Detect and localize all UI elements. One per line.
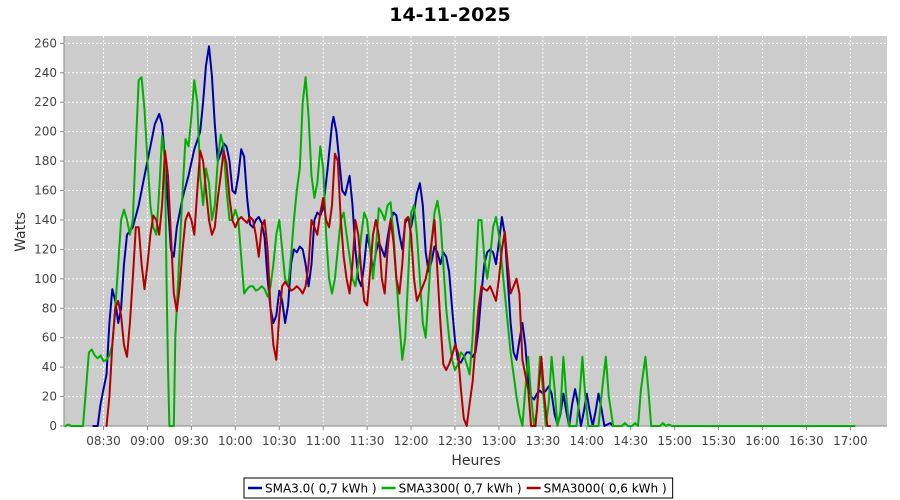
y-tick-label: 180 xyxy=(34,154,57,168)
x-tick-label: 11:30 xyxy=(350,434,385,448)
y-tick-label: 20 xyxy=(42,390,57,404)
legend-entry: SMA3.0( 0,7 kWh ) xyxy=(265,482,377,496)
x-tick-label: 14:00 xyxy=(569,434,604,448)
y-tick-label: 40 xyxy=(42,360,57,374)
x-tick-label: 13:00 xyxy=(482,434,517,448)
x-tick-label: 10:00 xyxy=(218,434,253,448)
series-line-sma3000-0-6-kwh xyxy=(105,149,552,427)
series-lines xyxy=(64,45,856,427)
legend: SMA3.0( 0,7 kWh ) SMA3300( 0,7 kWh ) SMA30… xyxy=(243,477,674,499)
y-tick-label: 120 xyxy=(34,242,57,256)
legend-entry: SMA3300( 0,7 kWh ) xyxy=(399,482,522,496)
y-tick-label: 80 xyxy=(42,301,57,315)
x-tick-label: 15:00 xyxy=(657,434,692,448)
plot-area xyxy=(64,36,887,426)
x-tick-label: 11:00 xyxy=(306,434,341,448)
x-tick-label: 15:30 xyxy=(701,434,736,448)
x-tick-label: 09:30 xyxy=(174,434,209,448)
axes: 0 20 40 60 80 100 120 140 160 180 200 220 240 260 08:3… xyxy=(34,36,887,448)
legend-entry: SMA3000( 0,6 kWh ) xyxy=(544,482,667,496)
x-tick-label: 12:00 xyxy=(394,434,429,448)
x-tick-label: 16:00 xyxy=(745,434,780,448)
x-tick-label: 10:30 xyxy=(262,434,297,448)
y-tick-label: 220 xyxy=(34,95,57,109)
y-tick-label: 0 xyxy=(49,419,57,433)
x-tick-label: 13:30 xyxy=(526,434,561,448)
y-axis-label: Watts xyxy=(13,212,29,252)
x-tick-label: 12:30 xyxy=(438,434,473,448)
series-line-sma3300-0-7-kwh xyxy=(64,76,856,427)
y-tick-label: 140 xyxy=(34,213,57,227)
x-tick-label: 09:00 xyxy=(130,434,165,448)
x-tick-label: 17:00 xyxy=(833,434,868,448)
y-tick-label: 100 xyxy=(34,272,57,286)
y-tick-label: 160 xyxy=(34,184,57,198)
x-axis-label: Heures xyxy=(451,453,500,469)
y-tick-label: 60 xyxy=(42,331,57,345)
y-tick-label: 240 xyxy=(34,66,57,80)
x-tick-label: 14:30 xyxy=(613,434,648,448)
y-tick-label: 260 xyxy=(34,36,57,50)
x-tick-label: 08:30 xyxy=(86,434,121,448)
x-tick-label: 16:30 xyxy=(789,434,824,448)
legend-box xyxy=(243,477,674,499)
y-tick-label: 200 xyxy=(34,125,57,139)
chart-title: 14-11-2025 xyxy=(389,4,511,26)
